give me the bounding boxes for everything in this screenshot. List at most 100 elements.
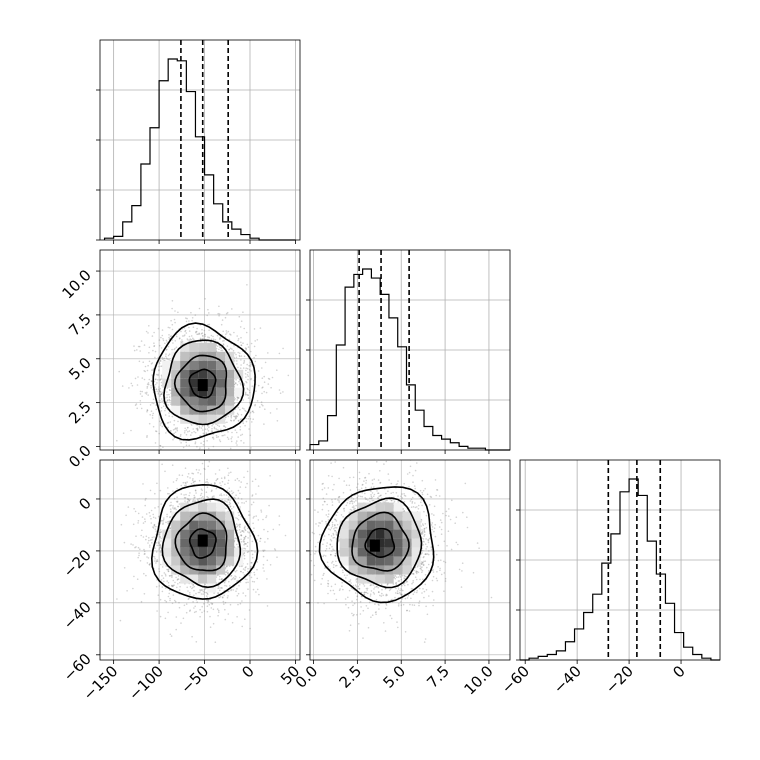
scatter-point [185,332,188,334]
scatter-point [244,527,246,529]
scatter-point [216,478,219,480]
scatter-point [244,535,247,538]
scatter-point [200,497,203,499]
scatter-point [320,583,322,585]
scatter-point [169,516,171,518]
scatter-point [157,594,160,596]
scatter-point [252,517,255,519]
scatter-point [131,384,134,387]
scatter-point [158,361,160,364]
scatter-point [161,356,164,359]
scatter-point [167,326,170,329]
scatter-point [220,323,223,326]
scatter-point [137,345,140,348]
scatter-point [172,505,174,507]
scatter-point [259,537,262,540]
scatter-point [171,576,173,578]
scatter-point [130,382,133,385]
scatter-point [455,516,458,518]
scatter-point [233,360,236,362]
scatter-point [244,409,246,412]
scatter-point [160,374,163,377]
scatter-point [207,424,209,427]
scatter-point [166,358,169,360]
density-cell [180,547,190,557]
scatter-point [155,452,157,454]
scatter-point [226,572,229,575]
scatter-point [139,400,142,402]
scatter-point [145,538,147,541]
scatter-point [125,514,127,517]
scatter-point [235,523,238,525]
scatter-point [159,445,162,447]
scatter-point [151,536,154,539]
scatter-point [179,435,182,438]
scatter-point [401,493,403,495]
scatter-point [234,479,237,482]
scatter-point [223,594,225,597]
scatter-point [233,419,235,422]
scatter-point [193,338,195,341]
scatter-point [406,597,409,599]
scatter-point [193,430,195,433]
scatter-point [148,378,151,381]
scatter-point [246,393,248,396]
scatter-point [239,526,241,528]
scatter-point [219,589,221,592]
scatter-point [202,590,205,593]
scatter-point [146,387,148,389]
scatter-point [237,338,240,340]
scatter-point [151,374,153,376]
scatter-point [204,587,207,590]
scatter-point [276,408,278,410]
scatter-point [203,329,206,332]
scatter-point [180,433,182,436]
scatter-point [188,326,190,329]
scatter-point [144,365,147,368]
scatter-point [176,496,178,499]
scatter-point [218,337,221,339]
scatter-point [276,420,279,422]
scatter-point [153,560,156,562]
scatter-point [192,586,194,589]
scatter-point [186,586,188,589]
scatter-point [168,336,170,339]
density-cell [162,529,172,539]
scatter-point [247,550,250,553]
scatter-point [160,381,163,384]
scatter-point [240,344,242,347]
scatter-point [152,369,154,371]
scatter-point [203,497,205,500]
scatter-point [214,339,217,341]
scatter-point [221,480,224,483]
scatter-point [240,541,243,543]
scatter-point [183,496,186,499]
scatter-point [210,602,212,604]
scatter-point [229,499,231,502]
scatter-point [246,343,249,346]
scatter-point [247,588,249,590]
scatter-point [247,378,249,381]
scatter-point [185,611,188,614]
scatter-point [240,534,242,536]
density-cell [171,565,181,575]
scatter-point [246,541,249,544]
scatter-point [150,517,152,520]
scatter-point [146,383,149,386]
scatter-point [191,319,193,322]
scatter-point [178,503,181,505]
scatter-point [233,402,236,405]
scatter-point [236,360,238,362]
scatter-point [247,581,249,584]
density-cell [207,342,217,352]
scatter-point [132,587,134,590]
scatter-point [257,519,260,521]
scatter-point [207,465,209,468]
scatter-point [236,399,238,401]
scatter-point [224,574,227,576]
scatter-point [227,613,230,615]
scatter-point [173,437,175,439]
scatter-point [135,535,137,537]
scatter-point [397,495,399,497]
scatter-point [187,431,189,433]
